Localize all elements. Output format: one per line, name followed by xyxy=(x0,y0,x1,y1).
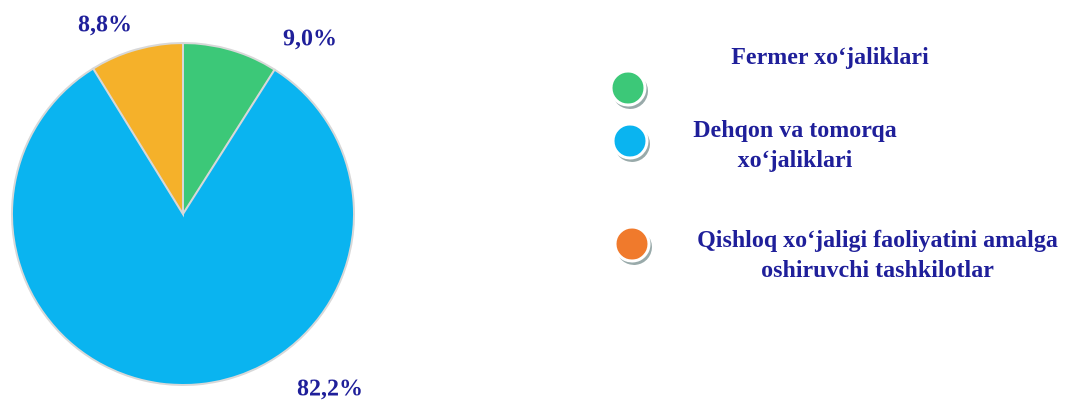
legend-label: Dehqon va tomorqa xo‘jaliklari xyxy=(693,117,897,173)
pie-slice xyxy=(11,67,355,386)
pie-slice xyxy=(182,41,277,218)
data-label: 8,8% xyxy=(78,12,132,38)
pie-slice xyxy=(91,41,184,218)
data-label: 82,2% xyxy=(297,376,363,402)
legend-swatch xyxy=(613,225,651,263)
legend-swatch xyxy=(611,122,649,160)
legend-label: Fermer xo‘jaliklari xyxy=(731,44,929,70)
legend-swatch xyxy=(609,69,647,107)
data-label: 9,0% xyxy=(283,26,337,52)
legend-label: Qishloq xo‘jaligi faoliyatini amalga osh… xyxy=(697,227,1058,283)
